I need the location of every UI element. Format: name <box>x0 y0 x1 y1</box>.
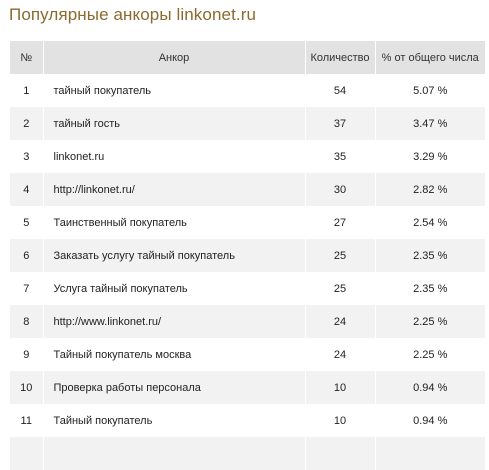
count-cell: 25 <box>305 239 376 272</box>
column-header-num[interactable]: № <box>10 41 44 74</box>
anchor-text-cell <box>43 437 306 470</box>
row-number-cell: 4 <box>10 173 44 206</box>
row-number-cell: 7 <box>10 272 44 305</box>
count-cell: 24 <box>305 338 376 371</box>
percent-cell: 3.47 % <box>375 107 485 140</box>
table-row: 7 Услуга тайный покупатель 25 2.35 % <box>10 272 485 305</box>
column-header-percent[interactable]: % от общего числа <box>375 41 485 74</box>
percent-cell: 3.29 % <box>375 140 485 173</box>
count-cell: 37 <box>305 107 376 140</box>
anchor-text-cell: http://linkonet.ru/ <box>43 173 306 206</box>
count-cell: 25 <box>305 272 376 305</box>
table-row <box>10 437 485 470</box>
count-cell: 54 <box>305 74 376 107</box>
table-row: 9 Тайный покупатель москва 24 2.25 % <box>10 338 485 371</box>
row-number-cell: 6 <box>10 239 44 272</box>
table-row: 8 http://www.linkonet.ru/24 2.25 % <box>10 305 485 338</box>
percent-cell: 2.82 % <box>375 173 485 206</box>
row-number-cell: 1 <box>10 74 44 107</box>
count-cell: 27 <box>305 206 376 239</box>
row-number-cell <box>10 437 44 470</box>
anchor-text-cell: Тайный покупатель москва <box>43 338 306 371</box>
count-cell: 10 <box>305 404 376 437</box>
anchor-text-cell: linkonet.ru <box>43 140 306 173</box>
anchor-text-cell: Проверка работы персонала <box>43 371 306 404</box>
count-cell: 35 <box>305 140 376 173</box>
table-row: 1 тайный покупатель 54 5.07 % <box>10 74 485 107</box>
anchor-text-cell: Услуга тайный покупатель <box>43 272 306 305</box>
column-header-anchor[interactable]: Анкор <box>43 41 306 74</box>
page-title: Популярные анкоры linkonet.ru <box>9 5 257 24</box>
anchor-text-cell: http://www.linkonet.ru/ <box>43 305 306 338</box>
anchor-text-cell: Тайный покупатель <box>43 404 306 437</box>
percent-cell: 5.07 % <box>375 74 485 107</box>
row-number-cell: 3 <box>10 140 44 173</box>
table-row: 5 Таинственный покупатель 27 2.54 % <box>10 206 485 239</box>
anchor-text-cell: Заказать услугу тайный покупатель <box>43 239 306 272</box>
percent-cell: 2.35 % <box>375 272 485 305</box>
count-cell <box>305 437 376 470</box>
table-row: 10 Проверка работы персонала 10 0.94 % <box>10 371 485 404</box>
table-row: 11 Тайный покупатель 10 0.94 % <box>10 404 485 437</box>
row-number-cell: 2 <box>10 107 44 140</box>
percent-cell: 2.25 % <box>375 305 485 338</box>
row-number-cell: 9 <box>10 338 44 371</box>
table-row: 4 http://linkonet.ru/30 2.82 % <box>10 173 485 206</box>
count-cell: 10 <box>305 371 376 404</box>
anchor-text-cell: тайный гость <box>43 107 306 140</box>
row-number-cell: 10 <box>10 371 44 404</box>
percent-cell: 0.94 % <box>375 371 485 404</box>
anchor-text-cell: тайный покупатель <box>43 74 306 107</box>
row-number-cell: 11 <box>10 404 44 437</box>
percent-cell: 2.35 % <box>375 239 485 272</box>
table-header-row: № Анкор Количество % от общего числа <box>10 41 485 74</box>
table-row: 3 linkonet.ru 35 3.29 % <box>10 140 485 173</box>
percent-cell <box>375 437 485 470</box>
table-row: 6 Заказать услугу тайный покупатель 25 2.35… <box>10 239 485 272</box>
row-number-cell: 5 <box>10 206 44 239</box>
count-cell: 24 <box>305 305 376 338</box>
percent-cell: 2.54 % <box>375 206 485 239</box>
percent-cell: 0.94 % <box>375 404 485 437</box>
row-number-cell: 8 <box>10 305 44 338</box>
percent-cell: 2.25 % <box>375 338 485 371</box>
column-header-count[interactable]: Количество <box>305 41 376 74</box>
table-row: 2 тайный гость 37 3.47 % <box>10 107 485 140</box>
anchor-text-cell: Таинственный покупатель <box>43 206 306 239</box>
anchors-table: № Анкор Количество % от общего числа 1 та… <box>10 41 485 470</box>
count-cell: 30 <box>305 173 376 206</box>
